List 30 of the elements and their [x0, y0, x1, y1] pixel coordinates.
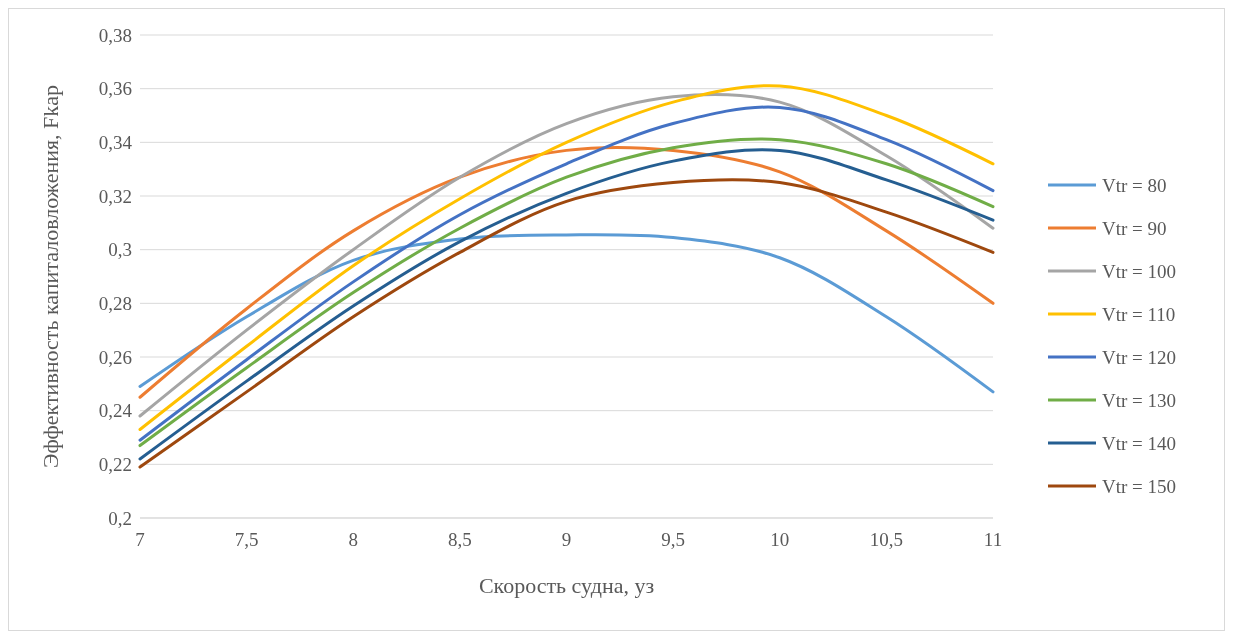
y-tick-label: 0,3 [108, 239, 132, 261]
y-tick-label: 0,32 [98, 185, 132, 207]
y-tick-label: 0,24 [98, 400, 133, 422]
x-tick-label: 9,5 [661, 529, 685, 550]
y-tick-label: 0,36 [98, 78, 132, 100]
legend-label: Vtr = 80 [1102, 174, 1167, 196]
x-tick-label: 10 [770, 529, 790, 550]
x-tick-label: 7,5 [234, 529, 259, 550]
x-tick-label: 10,5 [869, 529, 903, 550]
y-tick-label: 0,22 [98, 453, 132, 475]
legend-label: Vtr = 120 [1102, 346, 1177, 368]
y-tick-label: 0,2 [108, 507, 132, 529]
legend-label: Vtr = 150 [1102, 475, 1177, 497]
line-series [138, 233, 995, 394]
legend-label: Vtr = 140 [1102, 432, 1177, 454]
legend-label: Vtr = 100 [1102, 260, 1177, 282]
x-tick-label: 11 [983, 529, 1003, 550]
x-tick-label: 9 [561, 529, 572, 550]
y-tick-label: 0,38 [98, 24, 132, 46]
legend-label: Vtr = 90 [1102, 217, 1167, 239]
y-tick-label: 0,28 [98, 292, 132, 314]
x-tick-label: 8,5 [448, 529, 472, 550]
y-tick-label: 0,26 [98, 346, 132, 368]
x-axis-title: Скорость судна, уз [478, 573, 655, 598]
legend-label: Vtr = 130 [1102, 389, 1177, 411]
y-tick-label: 0,34 [98, 131, 133, 153]
x-tick-label: 8 [348, 529, 358, 550]
y-axis-title: Эффективность капиталовложения, Fkap [38, 84, 63, 469]
legend-label: Vtr = 110 [1102, 303, 1176, 325]
x-tick-label: 7 [135, 529, 145, 550]
